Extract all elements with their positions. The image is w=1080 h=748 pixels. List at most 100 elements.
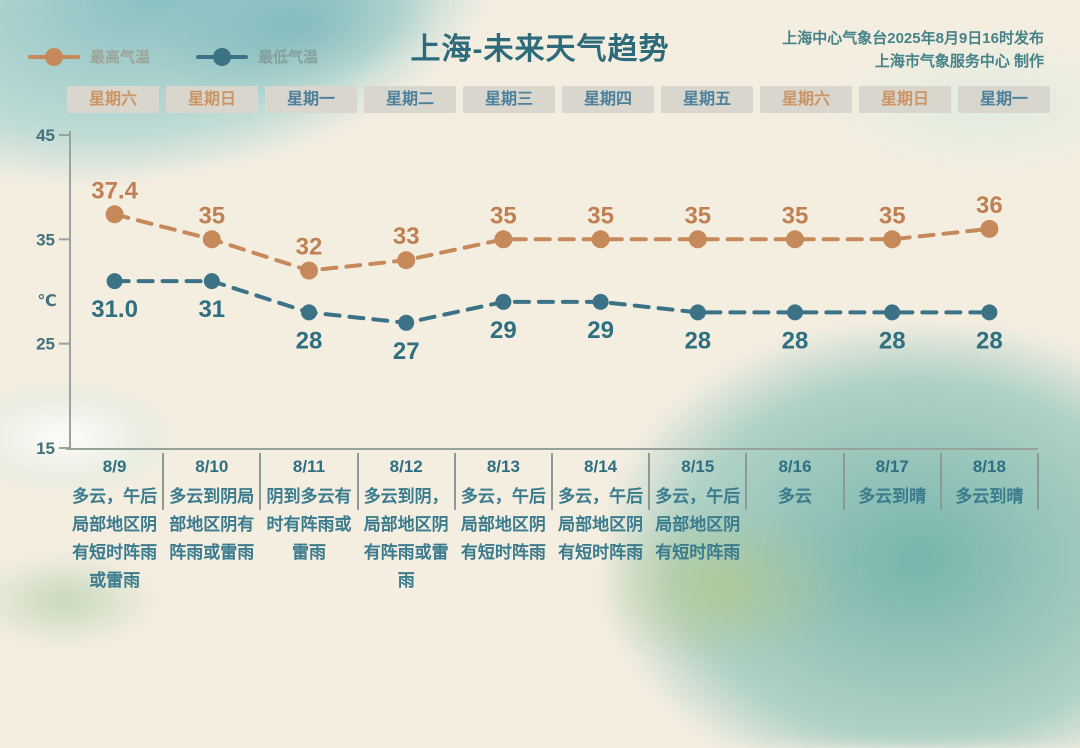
weekday-header-8: 星期六 [760, 86, 852, 113]
value-label: 28 [782, 327, 809, 354]
forecast-cell-8/14: 8/14 多云，午后局部地区阴有短时阵雨 [550, 450, 649, 595]
weather-description: 多云到阴局部地区阴有阵雨或雷雨 [169, 487, 255, 562]
value-label: 29 [587, 317, 614, 344]
date-label: 8/11 [292, 457, 326, 476]
date-label: 8/16 [778, 457, 812, 476]
column-separator [550, 453, 553, 510]
data-point [689, 304, 706, 321]
attribution-line-1: 上海中心气象台2025年8月9日16时发布 [782, 30, 1044, 47]
value-label: 35 [879, 202, 906, 229]
data-point [787, 304, 803, 321]
value-label: 28 [879, 327, 906, 354]
data-point [981, 304, 998, 321]
column-separator [356, 453, 359, 510]
series-high-temp: 37.4 35 32 33 35 35 35 35 35 36 [91, 177, 1003, 280]
y-axis-unit: ℃ [37, 293, 56, 310]
value-label: 35 [684, 202, 711, 229]
svg-text:45: 45 [36, 126, 55, 145]
data-point [301, 304, 317, 321]
data-point [397, 251, 416, 270]
value-label: 36 [976, 192, 1003, 219]
weekday-header-row: 星期六 星期日 星期一 星期二 星期三 星期四 星期五 星期六 星期日 星期一 [67, 86, 1050, 113]
data-point [494, 230, 513, 249]
weekday-header-2: 星期日 [166, 86, 258, 113]
weekday-header-10: 星期一 [958, 86, 1050, 113]
weather-description: 多云，午后局部地区阴有短时阵雨 [460, 487, 546, 562]
forecast-cell-8/9: 8/9 多云，午后局部地区阴有短时阵雨或雷雨 [66, 450, 163, 595]
svg-text:25: 25 [36, 335, 55, 354]
date-label: 8/18 [972, 457, 1006, 476]
data-point [883, 230, 902, 249]
date-label: 8/13 [486, 457, 520, 476]
data-point [202, 230, 221, 249]
data-point [300, 261, 318, 280]
weather-description: 多云，午后局部地区阴有短时阵雨 [558, 487, 644, 562]
value-label: 35 [490, 202, 517, 229]
data-point [592, 293, 609, 310]
svg-text:35: 35 [36, 230, 55, 249]
column-separator [453, 453, 456, 510]
data-point [980, 219, 999, 238]
date-label: 8/15 [681, 457, 715, 476]
column-separator [939, 453, 942, 510]
value-label: 35 [198, 202, 225, 229]
attribution: 上海中心气象台2025年8月9日16时发布 上海市气象服务中心 制作 [782, 27, 1044, 73]
data-point [495, 293, 512, 310]
column-separator [648, 453, 651, 510]
column-separator [842, 453, 845, 510]
data-point [203, 273, 220, 290]
value-label: 31 [198, 296, 225, 323]
weekday-header-6: 星期四 [562, 86, 654, 113]
forecast-cell-8/12: 8/12 多云到阴，局部地区阴有阵雨或雷雨 [356, 450, 455, 595]
forecast-cell-8/17: 8/17 多云到晴 [842, 450, 941, 595]
column-separator [162, 453, 165, 510]
y-axis: 45 35 25 15 ℃ [36, 126, 71, 458]
forecast-cell-8/18: 8/18 多云到晴 [939, 450, 1039, 595]
forecast-cell-8/11: 8/11 阴到多云有时有阵雨或雷雨 [259, 450, 357, 595]
weather-description: 多云到晴 [858, 487, 927, 506]
weather-description: 多云到晴 [955, 487, 1024, 506]
attribution-line-2: 上海市气象服务中心 制作 [874, 53, 1044, 70]
value-label: 37.4 [91, 177, 138, 204]
weather-description: 多云，午后局部地区阴有短时阵雨或雷雨 [72, 487, 158, 590]
value-label: 32 [296, 234, 323, 261]
value-label: 33 [393, 223, 420, 250]
date-label: 8/10 [195, 457, 229, 476]
value-label: 35 [782, 202, 809, 229]
value-label: 28 [976, 327, 1003, 354]
svg-text:15: 15 [36, 439, 55, 458]
date-label: 8/9 [102, 457, 127, 476]
data-point [688, 230, 707, 249]
series-low-temp: 31.0 31 28 27 29 29 28 28 28 28 [91, 273, 1003, 365]
weekday-header-1: 星期六 [67, 86, 159, 113]
date-label: 8/17 [875, 457, 909, 476]
column-separator [745, 453, 748, 510]
value-label: 35 [587, 202, 614, 229]
data-point [591, 230, 610, 249]
data-point [398, 314, 415, 331]
weather-description: 多云 [777, 487, 812, 506]
weekday-header-7: 星期五 [661, 86, 753, 113]
data-point [786, 230, 804, 249]
weekday-header-3: 星期一 [265, 86, 357, 113]
column-separator [259, 453, 262, 510]
value-label: 28 [684, 327, 711, 354]
date-label: 8/12 [389, 457, 423, 476]
data-point [106, 273, 123, 290]
value-label: 31.0 [91, 296, 138, 323]
forecast-cell-8/15: 8/15 多云，午后局部地区阴有短时阵雨 [648, 450, 746, 595]
weekday-header-5: 星期三 [463, 86, 555, 113]
forecast-table: 8/9 多云，午后局部地区阴有短时阵雨或雷雨 8/10 多云到阴局部地区阴有阵雨或雷雨… [66, 448, 1039, 595]
weather-description: 阴到多云有时有阵雨或雷雨 [266, 487, 352, 562]
forecast-cell-8/13: 8/13 多云，午后局部地区阴有短时阵雨 [453, 450, 552, 595]
column-separator [1036, 453, 1039, 510]
data-point [884, 304, 901, 321]
date-label: 8/14 [584, 457, 618, 476]
weather-description: 多云，午后局部地区阴有短时阵雨 [655, 487, 741, 562]
value-label: 29 [490, 317, 517, 344]
data-point [105, 205, 124, 224]
value-label: 28 [296, 327, 323, 354]
weekday-header-9: 星期日 [859, 86, 951, 113]
weekday-header-4: 星期二 [364, 86, 456, 113]
forecast-cell-8/10: 8/10 多云到阴局部地区阴有阵雨或雷雨 [162, 450, 260, 595]
